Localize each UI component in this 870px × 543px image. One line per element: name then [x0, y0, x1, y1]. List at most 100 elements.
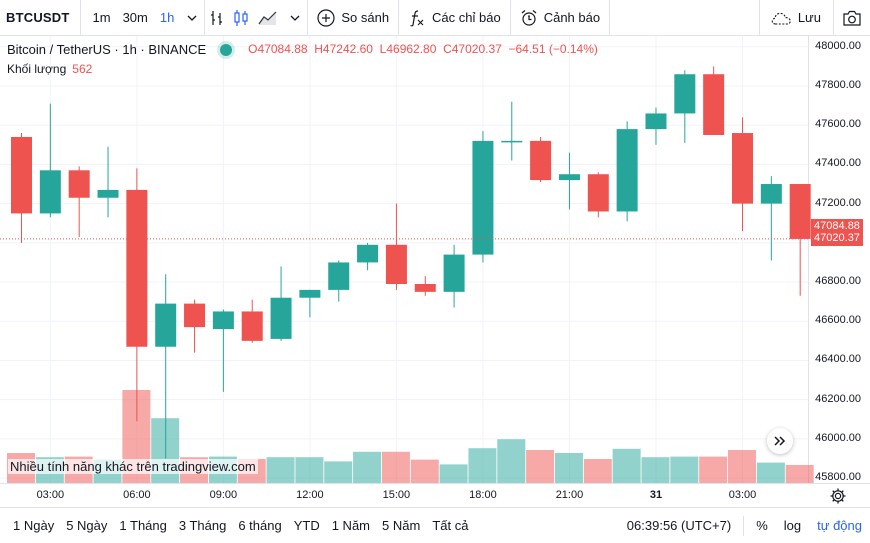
range-3m[interactable]: 3 Tháng	[178, 518, 227, 533]
time-tick-label: 21:00	[555, 489, 584, 501]
candle-body	[703, 74, 725, 136]
last-price-tag: 47020.37	[811, 231, 863, 247]
symbol-title[interactable]: Bitcoin / TetherUS · 1h · BINANCE	[7, 42, 207, 57]
candle-body	[39, 170, 61, 214]
range-1y[interactable]: 1 Năm	[331, 518, 371, 533]
candle-body	[184, 303, 206, 328]
volume-bar	[439, 464, 468, 483]
interval-1m[interactable]: 1m	[92, 9, 111, 25]
volume-bar	[353, 451, 382, 483]
volume-bar	[756, 462, 785, 483]
plus-circle-icon	[317, 8, 335, 27]
bottom-divider	[743, 515, 745, 536]
range-6m[interactable]: 6 tháng	[238, 518, 282, 533]
scroll-to-realtime-button[interactable]	[767, 428, 793, 454]
candle-body	[357, 244, 379, 263]
candle-body	[558, 174, 580, 181]
candle-body	[789, 184, 811, 239]
timezone-clock[interactable]: 06:39:56 (UTC+7)	[626, 518, 732, 533]
candle-body	[530, 140, 552, 181]
candle-body	[616, 129, 638, 212]
alert-label: Cảnh báo	[543, 10, 601, 25]
chevron-down-icon[interactable]	[283, 0, 307, 36]
volume-bar	[295, 457, 324, 483]
toolbar-divider	[398, 0, 400, 36]
symbol-search[interactable]: BTCUSDT	[6, 9, 70, 25]
alert-button[interactable]: Cảnh báo	[511, 0, 609, 36]
interval-1h[interactable]: 1h	[159, 9, 175, 25]
area-style-icon[interactable]	[253, 0, 283, 36]
candle-body	[241, 311, 263, 341]
candle-body	[732, 133, 753, 204]
time-tick-label: 15:00	[382, 489, 411, 501]
save-button[interactable]: Lưu	[760, 0, 833, 36]
high-value: 47242.60	[322, 42, 373, 56]
price-tick-label: 45800.00	[815, 471, 861, 484]
range-all[interactable]: Tất cả	[432, 518, 469, 533]
candle-body	[97, 189, 119, 198]
range-1m[interactable]: 1 Tháng	[119, 518, 167, 533]
compare-button[interactable]: So sánh	[308, 0, 398, 36]
log-toggle[interactable]: log	[783, 518, 802, 533]
volume-label[interactable]: Khối lượng	[7, 62, 67, 76]
price-tick-label: 47800.00	[815, 78, 861, 91]
volume-bar	[612, 448, 641, 483]
toolbar-divider	[609, 0, 611, 36]
candle-style-icon[interactable]	[229, 0, 253, 36]
indicators-button[interactable]: Các chỉ báo	[399, 0, 510, 36]
volume-bar	[381, 451, 410, 483]
candle-body	[155, 303, 177, 347]
open-price-tag: 47084.88	[811, 218, 863, 234]
candle-body	[760, 184, 782, 204]
price-tick-label: 48000.00	[815, 39, 861, 52]
range-5y[interactable]: 5 Năm	[382, 518, 421, 533]
range-ytd[interactable]: YTD	[293, 518, 320, 533]
bar-style-icon[interactable]	[205, 0, 229, 36]
candle-body	[414, 284, 436, 292]
percent-toggle[interactable]: %	[756, 518, 768, 533]
candle-body	[443, 254, 465, 292]
open-value: 47084.88	[257, 42, 308, 56]
camera-icon	[843, 10, 861, 26]
price-tick-label: 47400.00	[815, 157, 861, 170]
volume-bar	[699, 456, 728, 483]
fx-icon	[410, 9, 424, 26]
candle-body	[328, 262, 350, 290]
watermark-link[interactable]: Nhiều tính năng khác trên tradingview.co…	[8, 459, 258, 474]
volume-bar	[497, 439, 526, 483]
candle-body	[270, 297, 292, 339]
toolbar-divider	[204, 0, 206, 36]
range-5d[interactable]: 5 Ngày	[66, 518, 108, 533]
snapshot-button[interactable]	[834, 0, 870, 36]
volume-bar	[785, 465, 814, 483]
time-tick-label: 06:00	[123, 489, 151, 501]
top-toolbar: BTCUSDT 1m 30m 1h So sánh Các chỉ báo	[0, 0, 870, 36]
time-tick-label: 31	[649, 489, 663, 501]
volume-bar	[641, 457, 670, 483]
time-axis[interactable]: 03:00 06:00 09:00 12:00 15:00 18:00 21:00 31 03:…	[0, 483, 870, 507]
change-value: −64.51 (−0.14%)	[508, 42, 598, 56]
chevron-down-icon[interactable]	[180, 0, 204, 36]
toolbar-divider	[833, 0, 834, 36]
interval-30m[interactable]: 30m	[122, 9, 148, 25]
price-tick-label: 46600.00	[815, 314, 861, 327]
market-status-dot	[220, 43, 233, 56]
price-chart[interactable]	[0, 36, 870, 483]
alarm-clock-icon	[521, 9, 537, 26]
price-tick-label: 46000.00	[815, 431, 861, 444]
volume-bar	[670, 456, 699, 483]
close-value: 47020.37	[451, 42, 502, 56]
volume-bar	[468, 448, 497, 483]
low-key: L	[379, 42, 387, 56]
time-tick-label: 12:00	[296, 489, 324, 501]
range-1d[interactable]: 1 Ngày	[13, 518, 55, 533]
volume-bar	[554, 453, 583, 483]
time-tick-label: 03:00	[728, 489, 757, 501]
compare-label: So sánh	[341, 10, 390, 25]
time-tick-label: 18:00	[469, 489, 497, 501]
gear-icon[interactable]	[829, 487, 847, 505]
candle-body	[299, 289, 321, 298]
toolbar-divider	[307, 0, 309, 36]
auto-scale-toggle[interactable]: tự động	[817, 518, 862, 533]
candle-body	[645, 113, 667, 130]
